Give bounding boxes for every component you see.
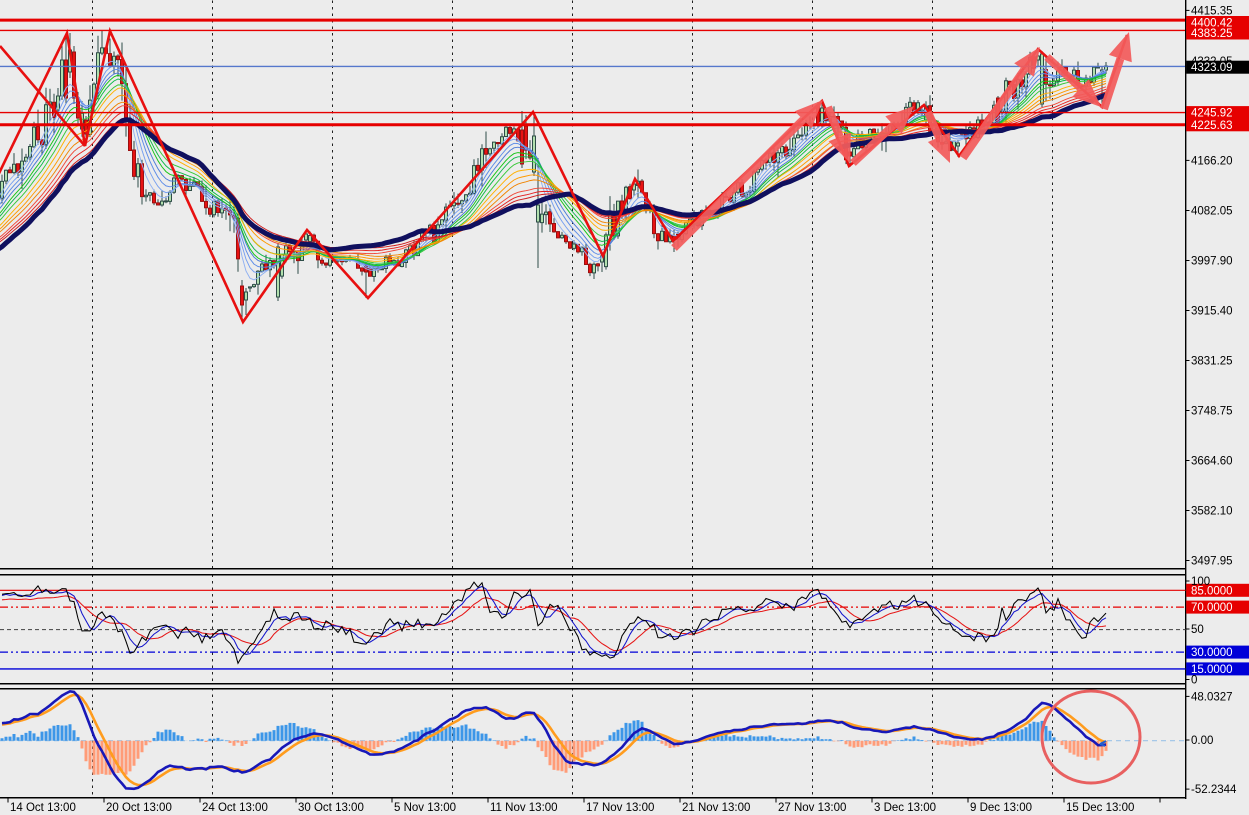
svg-text:27 Nov 13:00: 27 Nov 13:00 (778, 802, 846, 814)
svg-text:3748.75: 3748.75 (1191, 406, 1233, 418)
svg-text:48.0327: 48.0327 (1191, 691, 1233, 703)
svg-text:4332.05: 4332.05 (1191, 56, 1233, 68)
svg-text:4400.42: 4400.42 (1191, 18, 1233, 30)
svg-text:14 Oct 13:00: 14 Oct 13:00 (10, 802, 76, 814)
svg-text:50: 50 (1191, 624, 1204, 636)
svg-text:100: 100 (1191, 576, 1210, 588)
svg-text:4082.05: 4082.05 (1191, 206, 1233, 218)
svg-text:15 Dec 13:00: 15 Dec 13:00 (1066, 802, 1134, 814)
svg-text:3497.95: 3497.95 (1191, 556, 1233, 568)
svg-text:4225.63: 4225.63 (1191, 120, 1233, 132)
svg-text:4245.92: 4245.92 (1191, 108, 1233, 120)
svg-text:70.0000: 70.0000 (1191, 602, 1233, 614)
svg-text:3664.60: 3664.60 (1191, 456, 1233, 468)
svg-text:24 Oct 13:00: 24 Oct 13:00 (202, 802, 268, 814)
svg-text:30 Oct 13:00: 30 Oct 13:00 (298, 802, 364, 814)
svg-text:0: 0 (1191, 675, 1197, 687)
svg-text:9 Dec 13:00: 9 Dec 13:00 (970, 802, 1032, 814)
svg-text:21 Nov 13:00: 21 Nov 13:00 (682, 802, 750, 814)
svg-text:20 Oct 13:00: 20 Oct 13:00 (106, 802, 172, 814)
svg-text:85.0000: 85.0000 (1191, 585, 1233, 597)
svg-text:4166.20: 4166.20 (1191, 155, 1233, 167)
svg-text:5 Nov 13:00: 5 Nov 13:00 (394, 802, 456, 814)
svg-text:3997.90: 3997.90 (1191, 256, 1233, 268)
svg-text:4383.25: 4383.25 (1191, 28, 1233, 40)
svg-text:3831.25: 3831.25 (1191, 356, 1233, 368)
svg-text:3582.10: 3582.10 (1191, 506, 1233, 518)
svg-text:15.0000: 15.0000 (1191, 664, 1233, 676)
svg-text:-52.2344: -52.2344 (1191, 784, 1237, 796)
svg-text:3915.40: 3915.40 (1191, 306, 1233, 318)
svg-text:0.00: 0.00 (1191, 735, 1213, 747)
svg-text:3 Dec 13:00: 3 Dec 13:00 (874, 802, 936, 814)
svg-text:4415.35: 4415.35 (1191, 5, 1233, 17)
svg-text:4323.09: 4323.09 (1191, 62, 1233, 74)
svg-text:30.0000: 30.0000 (1191, 647, 1233, 659)
svg-text:17 Nov 13:00: 17 Nov 13:00 (586, 802, 654, 814)
svg-text:11 Nov 13:00: 11 Nov 13:00 (490, 802, 558, 814)
